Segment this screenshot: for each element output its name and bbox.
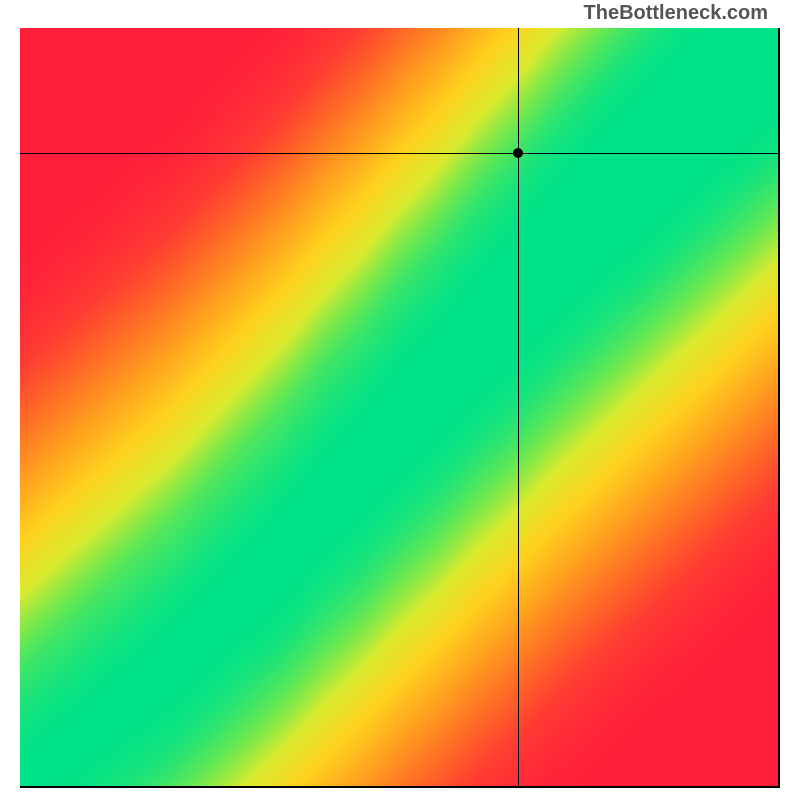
heatmap-plot bbox=[20, 28, 780, 788]
crosshair-horizontal bbox=[20, 153, 778, 154]
crosshair-vertical bbox=[518, 28, 519, 786]
crosshair-marker bbox=[513, 148, 523, 158]
heatmap-canvas bbox=[20, 28, 778, 786]
watermark-text: TheBottleneck.com bbox=[584, 2, 768, 25]
